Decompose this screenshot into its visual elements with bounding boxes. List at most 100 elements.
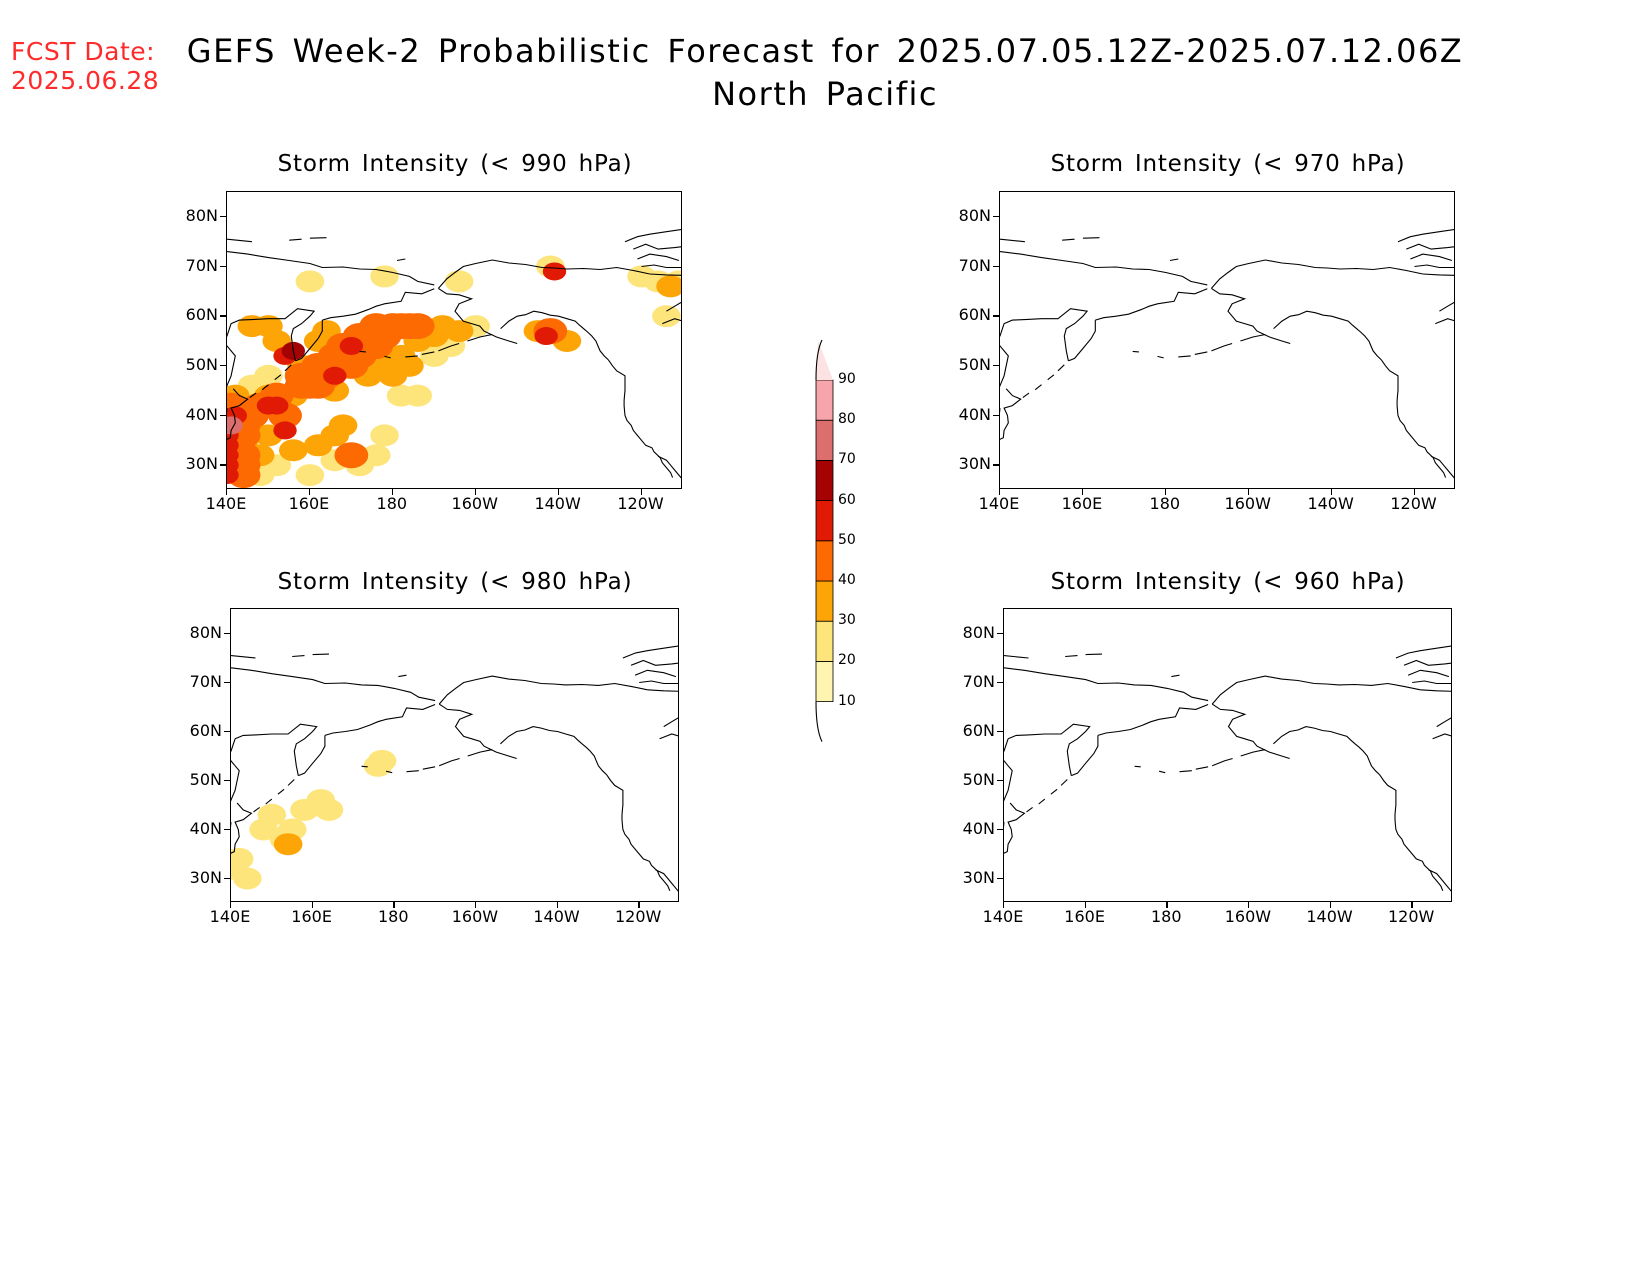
lon-tick-label: 180: [377, 907, 409, 926]
coastline-segment: [1132, 350, 1139, 353]
probability-patch: [656, 275, 681, 298]
coastline-segment: [649, 273, 681, 276]
probability-patch: [400, 313, 435, 340]
coastline-segment: [1273, 726, 1380, 775]
coastline-segment: [261, 384, 269, 391]
coastline-segment: [249, 392, 257, 399]
lat-tick-label: 40N: [185, 404, 218, 424]
colorbar-lower-edge: [815, 701, 823, 742]
lat-tick-mark: [997, 730, 1003, 732]
colorbar-level-label: 80: [838, 411, 856, 428]
coastline-segment: [624, 229, 681, 243]
coastline-segment: [1430, 455, 1454, 479]
coastline-segment: [630, 659, 678, 666]
lat-tick-label: 30N: [189, 867, 222, 887]
colorbar-level-label: 50: [838, 531, 856, 548]
lat-tick-mark: [224, 730, 230, 732]
coastline-segment: [384, 355, 391, 359]
map-panel-970: [999, 191, 1455, 489]
coastline-segment: [1171, 674, 1180, 678]
probability-patch: [444, 320, 474, 343]
probability-patch: [323, 366, 347, 385]
colorbar-level-label: 10: [838, 692, 856, 709]
probability-patch: [328, 414, 358, 437]
lon-tick-label: 180: [1149, 494, 1181, 513]
coastline-segment: [1379, 774, 1444, 892]
coastline-segment: [438, 675, 648, 705]
coastline-segment: [1060, 779, 1068, 786]
coastline-segment: [1410, 253, 1453, 262]
coastline-segment: [1169, 258, 1179, 262]
lat-tick-mark: [993, 265, 999, 267]
lon-tick-mark: [1330, 489, 1333, 495]
probability-patch: [295, 270, 325, 293]
colorbar-swatch: [815, 500, 834, 542]
title-line-1: GEFS Week-2 Probabilistic Forecast for 2…: [186, 32, 1464, 70]
lon-tick-mark: [1413, 489, 1415, 495]
probability-patch: [370, 265, 399, 288]
map-panel-960: [1003, 608, 1452, 902]
lon-tick-label: 140E: [205, 494, 247, 513]
coastline-segment: [438, 703, 517, 760]
coastline-segment: [1004, 802, 1026, 854]
lon-tick-mark: [1164, 489, 1167, 495]
lon-tick-label: 160E: [1061, 494, 1103, 513]
coastline-segment: [1412, 680, 1451, 685]
coastline-segment: [422, 766, 436, 770]
coastline-segment: [1007, 723, 1091, 776]
coastline-segment: [662, 318, 681, 325]
probability-field: [231, 749, 397, 890]
coastline-segment: [298, 735, 326, 777]
coastline-segment: [1004, 667, 1209, 702]
lat-tick-label: 70N: [185, 255, 218, 275]
coastline-segment: [1439, 301, 1454, 312]
coastline-segment: [467, 749, 493, 757]
coastline-segment: [227, 323, 236, 388]
lat-tick-label: 40N: [962, 818, 995, 838]
colorbar-upper-edge: [815, 339, 823, 381]
lat-tick-label: 50N: [185, 354, 218, 374]
lon-tick-mark: [557, 489, 560, 495]
coastlines: [227, 229, 681, 479]
lon-tick-label: 180: [1150, 907, 1182, 926]
probability-patch: [370, 424, 399, 447]
panel-title-980: Storm Intensity (< 980 hPa): [277, 569, 633, 595]
lon-tick-label: 160W: [1224, 907, 1272, 926]
coastline-segment: [1240, 333, 1266, 342]
lat-tick-label: 30N: [962, 867, 995, 887]
lat-tick-label: 30N: [185, 454, 218, 474]
lat-tick-mark: [993, 414, 999, 416]
lat-tick-mark: [220, 414, 226, 416]
coastline-segment: [1211, 342, 1233, 352]
coastline-segment: [312, 653, 330, 656]
lon-tick-mark: [1247, 902, 1250, 908]
lat-tick-label: 70N: [189, 671, 222, 691]
lat-tick-label: 80N: [962, 622, 995, 642]
probability-patch: [361, 444, 391, 467]
lon-tick-mark: [1166, 902, 1168, 908]
lat-tick-mark: [224, 632, 230, 634]
coastline-segment: [1047, 374, 1055, 381]
coastline-segment: [396, 258, 406, 262]
coastline-segment: [231, 802, 253, 854]
coastlines: [1000, 229, 1454, 479]
coastline-segment: [234, 723, 318, 776]
coastline-segment: [1195, 766, 1209, 770]
coastline-segment: [1158, 770, 1166, 774]
lat-tick-mark: [997, 681, 1003, 683]
lon-tick-label: 140E: [978, 494, 1020, 513]
lat-tick-mark: [220, 364, 226, 367]
lon-tick-mark: [474, 902, 477, 908]
lon-tick-label: 120W: [614, 907, 662, 926]
lat-tick-label: 60N: [958, 305, 991, 325]
probability-patch: [231, 847, 254, 870]
probability-patch: [386, 384, 416, 407]
probability-patch: [279, 439, 308, 462]
coastline-segment: [1003, 308, 1089, 362]
coastline-segment: [227, 388, 249, 440]
probability-patch: [444, 270, 474, 293]
coastline-segment: [274, 374, 282, 381]
coastline-segment: [1097, 703, 1209, 736]
probability-patch: [542, 262, 567, 281]
coastline-segment: [1179, 770, 1192, 773]
